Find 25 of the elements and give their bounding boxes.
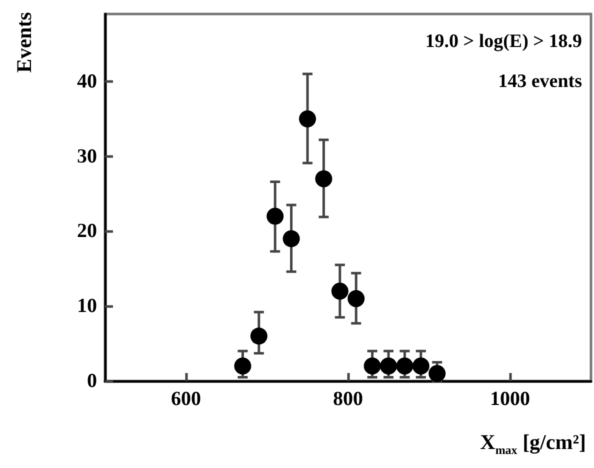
y-tick-label: 40 [77, 70, 97, 92]
point [234, 358, 252, 375]
point [396, 358, 414, 375]
x-tick-label: 800 [333, 388, 363, 410]
annotation: 143 events [498, 71, 582, 92]
annotation: 19.0 > log(E) > 18.9 [425, 31, 582, 52]
x-axis-title: X$_{max}$ [g/cm²] [480, 430, 586, 457]
point [428, 365, 446, 382]
point [250, 328, 268, 345]
y-tick-label: 20 [77, 220, 97, 242]
x-tick-label: 600 [171, 388, 201, 410]
point [348, 290, 365, 308]
y-tick-label: 0 [87, 370, 97, 392]
y-axis-title: Events [12, 12, 36, 73]
point [331, 282, 348, 300]
y-tick-label: 10 [77, 295, 97, 318]
point [412, 358, 430, 375]
point [282, 230, 300, 248]
y-tick-label: 30 [77, 145, 97, 168]
point [266, 208, 284, 225]
point [380, 358, 397, 375]
point [299, 110, 316, 128]
x-tick-label: 1000 [490, 388, 530, 410]
point [315, 170, 332, 188]
point [364, 358, 381, 375]
